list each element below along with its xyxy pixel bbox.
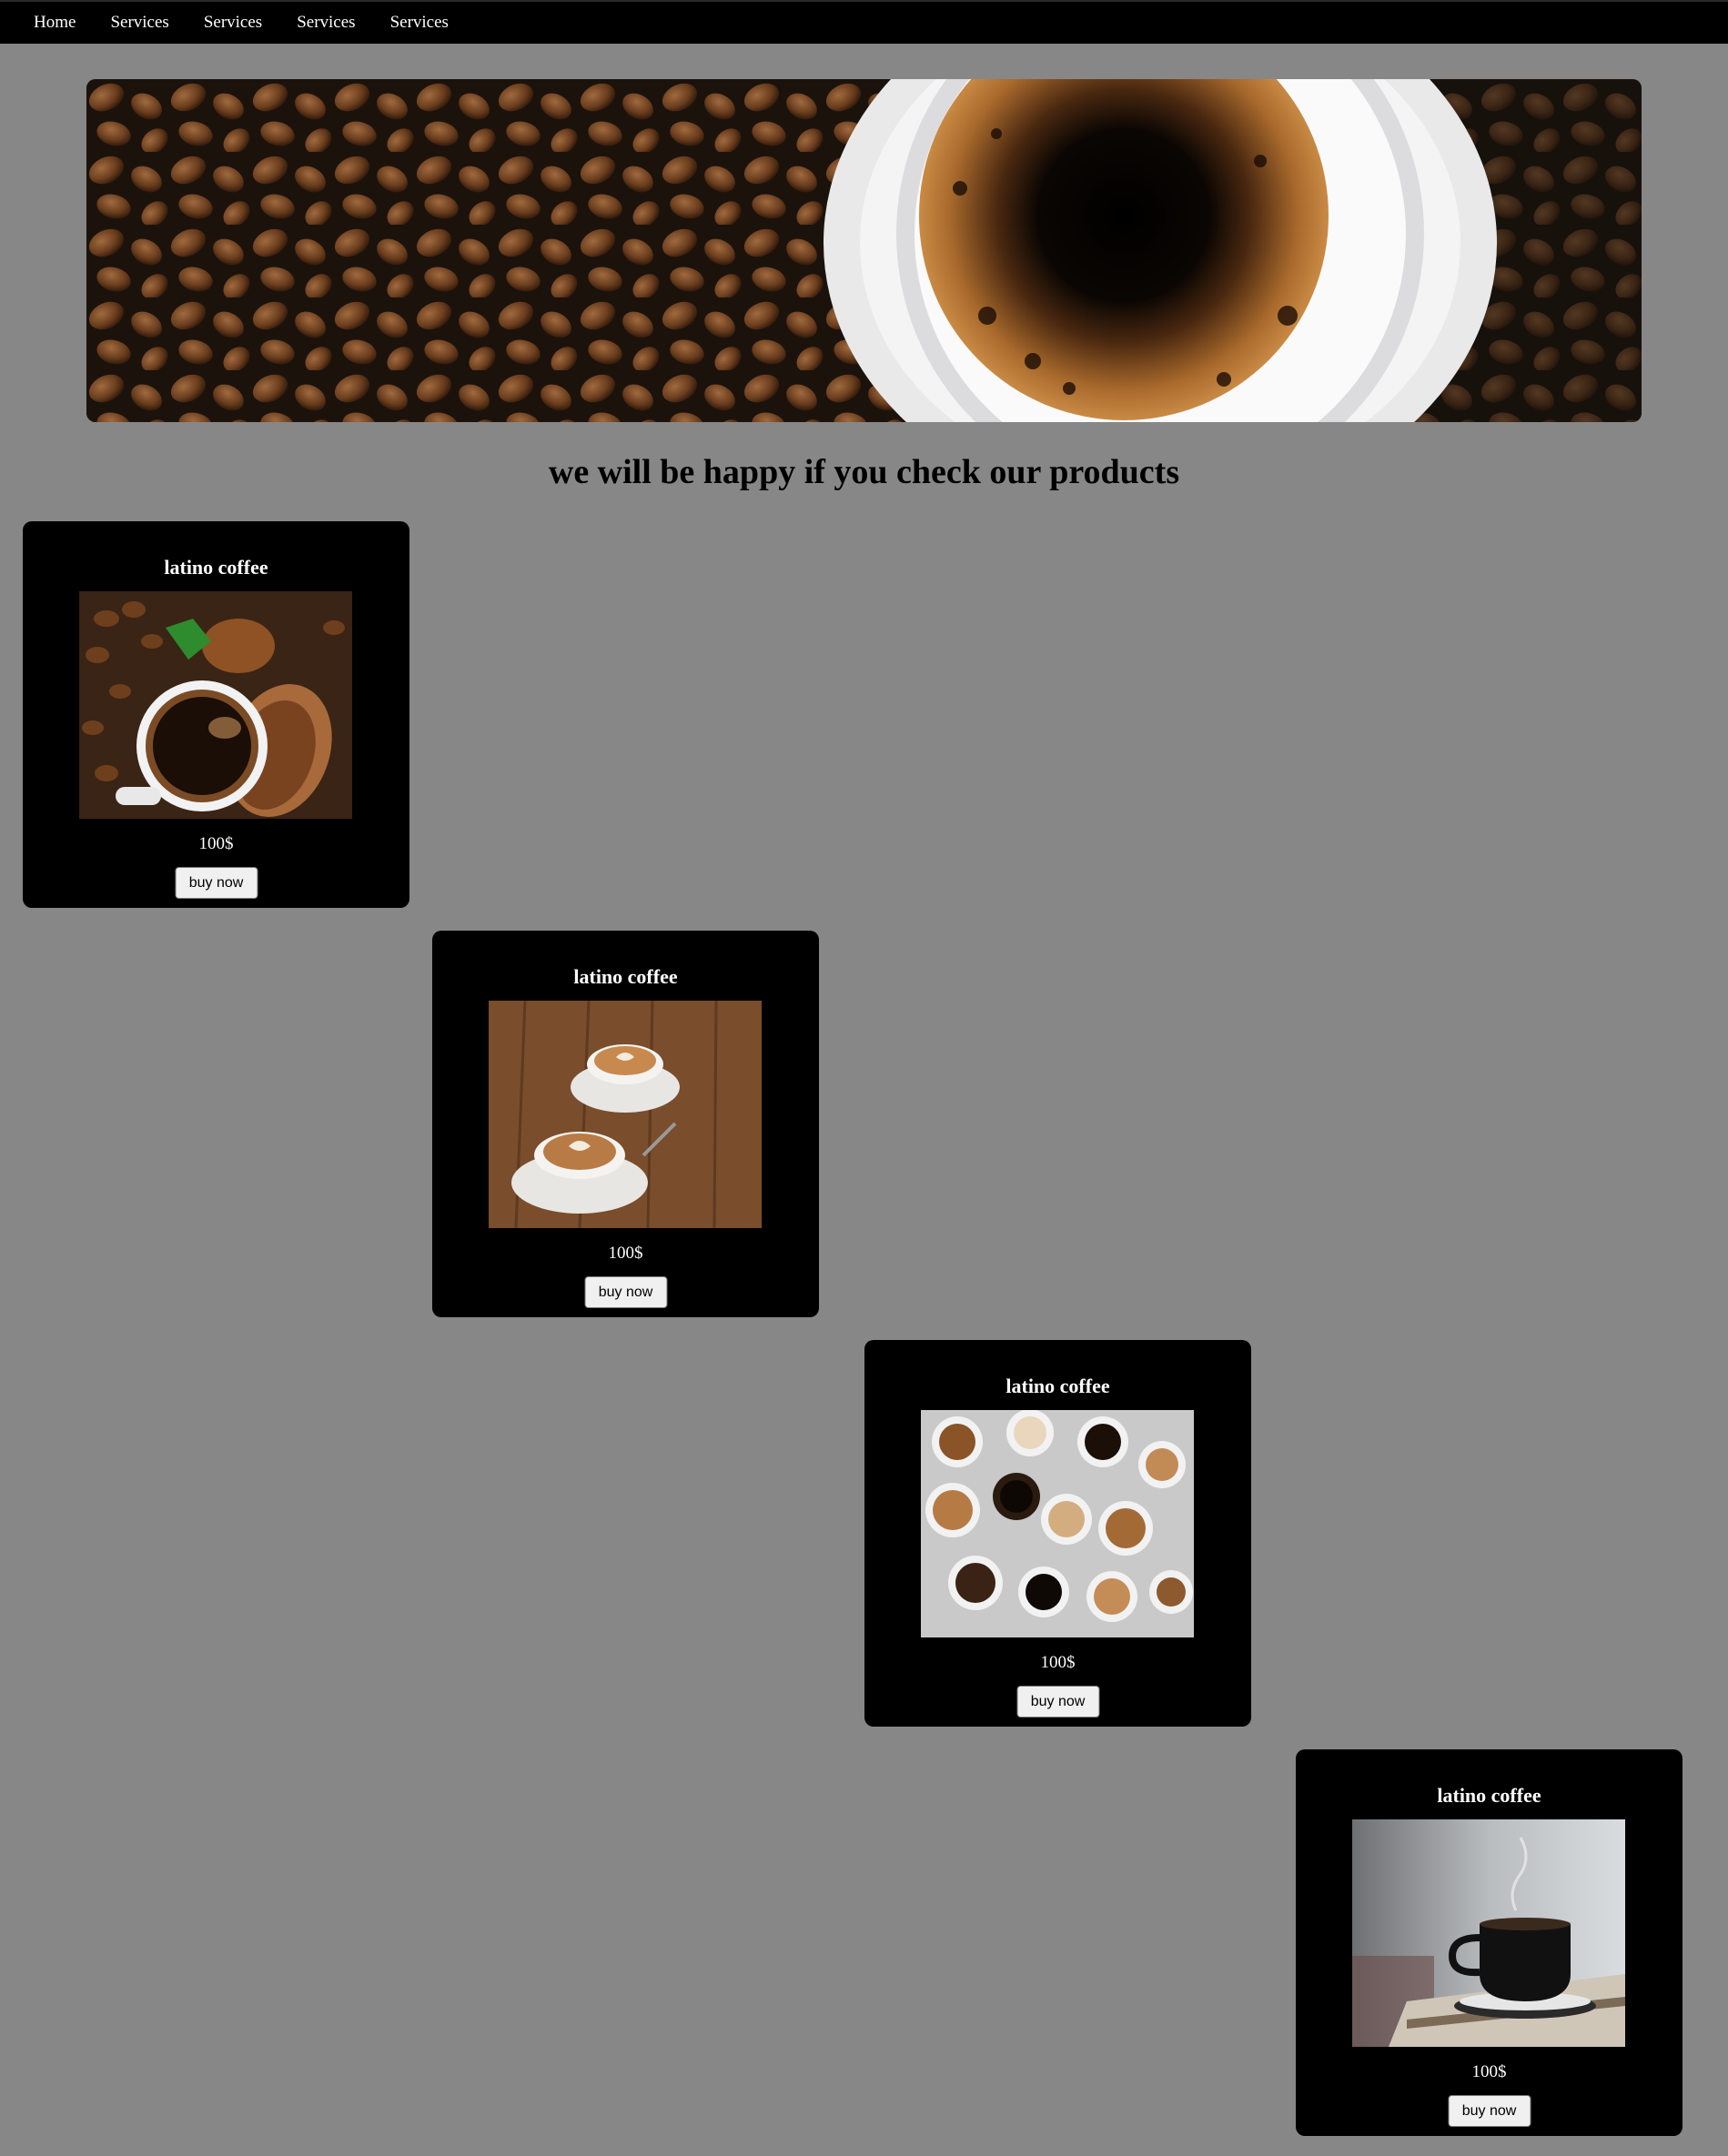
page-heading: we will be happy if you check our produc…	[548, 453, 1180, 491]
product-price: 100$	[1040, 1653, 1076, 1672]
product-card: latino coffee 100$ buy now	[23, 521, 409, 908]
product-image	[489, 1001, 762, 1228]
buy-now-button[interactable]: buy now	[1016, 1686, 1099, 1718]
coffee-cup-with-beans-image	[79, 591, 352, 819]
product-title: latino coffee	[1437, 1784, 1541, 1807]
buy-now-button[interactable]: buy now	[175, 867, 258, 899]
latte-art-cups-image	[489, 1001, 762, 1228]
product-image	[1352, 1819, 1625, 2047]
nav-link-services-3[interactable]: Services	[297, 13, 356, 32]
product-price: 100$	[1471, 2062, 1507, 2081]
product-card: latino coffee 100$ buy now	[864, 1340, 1251, 1727]
product-card: latino coffee 100$ buy now	[1296, 1749, 1683, 2136]
buy-now-button[interactable]: buy now	[1448, 2095, 1531, 2127]
coffee-banner-illustration	[86, 79, 1642, 422]
product-title: latino coffee	[1005, 1375, 1110, 1397]
product-card: latino coffee 100$ buy now	[432, 931, 819, 1317]
nav-link-home[interactable]: Home	[34, 13, 76, 32]
nav-link-services-4[interactable]: Services	[389, 13, 449, 32]
nav-link-services-1[interactable]: Services	[110, 13, 169, 32]
top-navbar: Home Services Services Services Services	[0, 0, 1728, 44]
assorted-coffee-cups-image	[921, 1410, 1194, 1637]
nav-link-services-2[interactable]: Services	[203, 13, 263, 32]
product-price: 100$	[608, 1244, 643, 1263]
product-title: latino coffee	[573, 965, 678, 988]
black-coffee-cup-image	[1352, 1819, 1625, 2047]
product-price: 100$	[198, 834, 234, 853]
buy-now-button[interactable]: buy now	[584, 1276, 667, 1308]
product-image	[79, 591, 352, 819]
hero-banner-image	[86, 79, 1642, 422]
product-image	[921, 1410, 1194, 1637]
product-title: latino coffee	[164, 556, 268, 579]
